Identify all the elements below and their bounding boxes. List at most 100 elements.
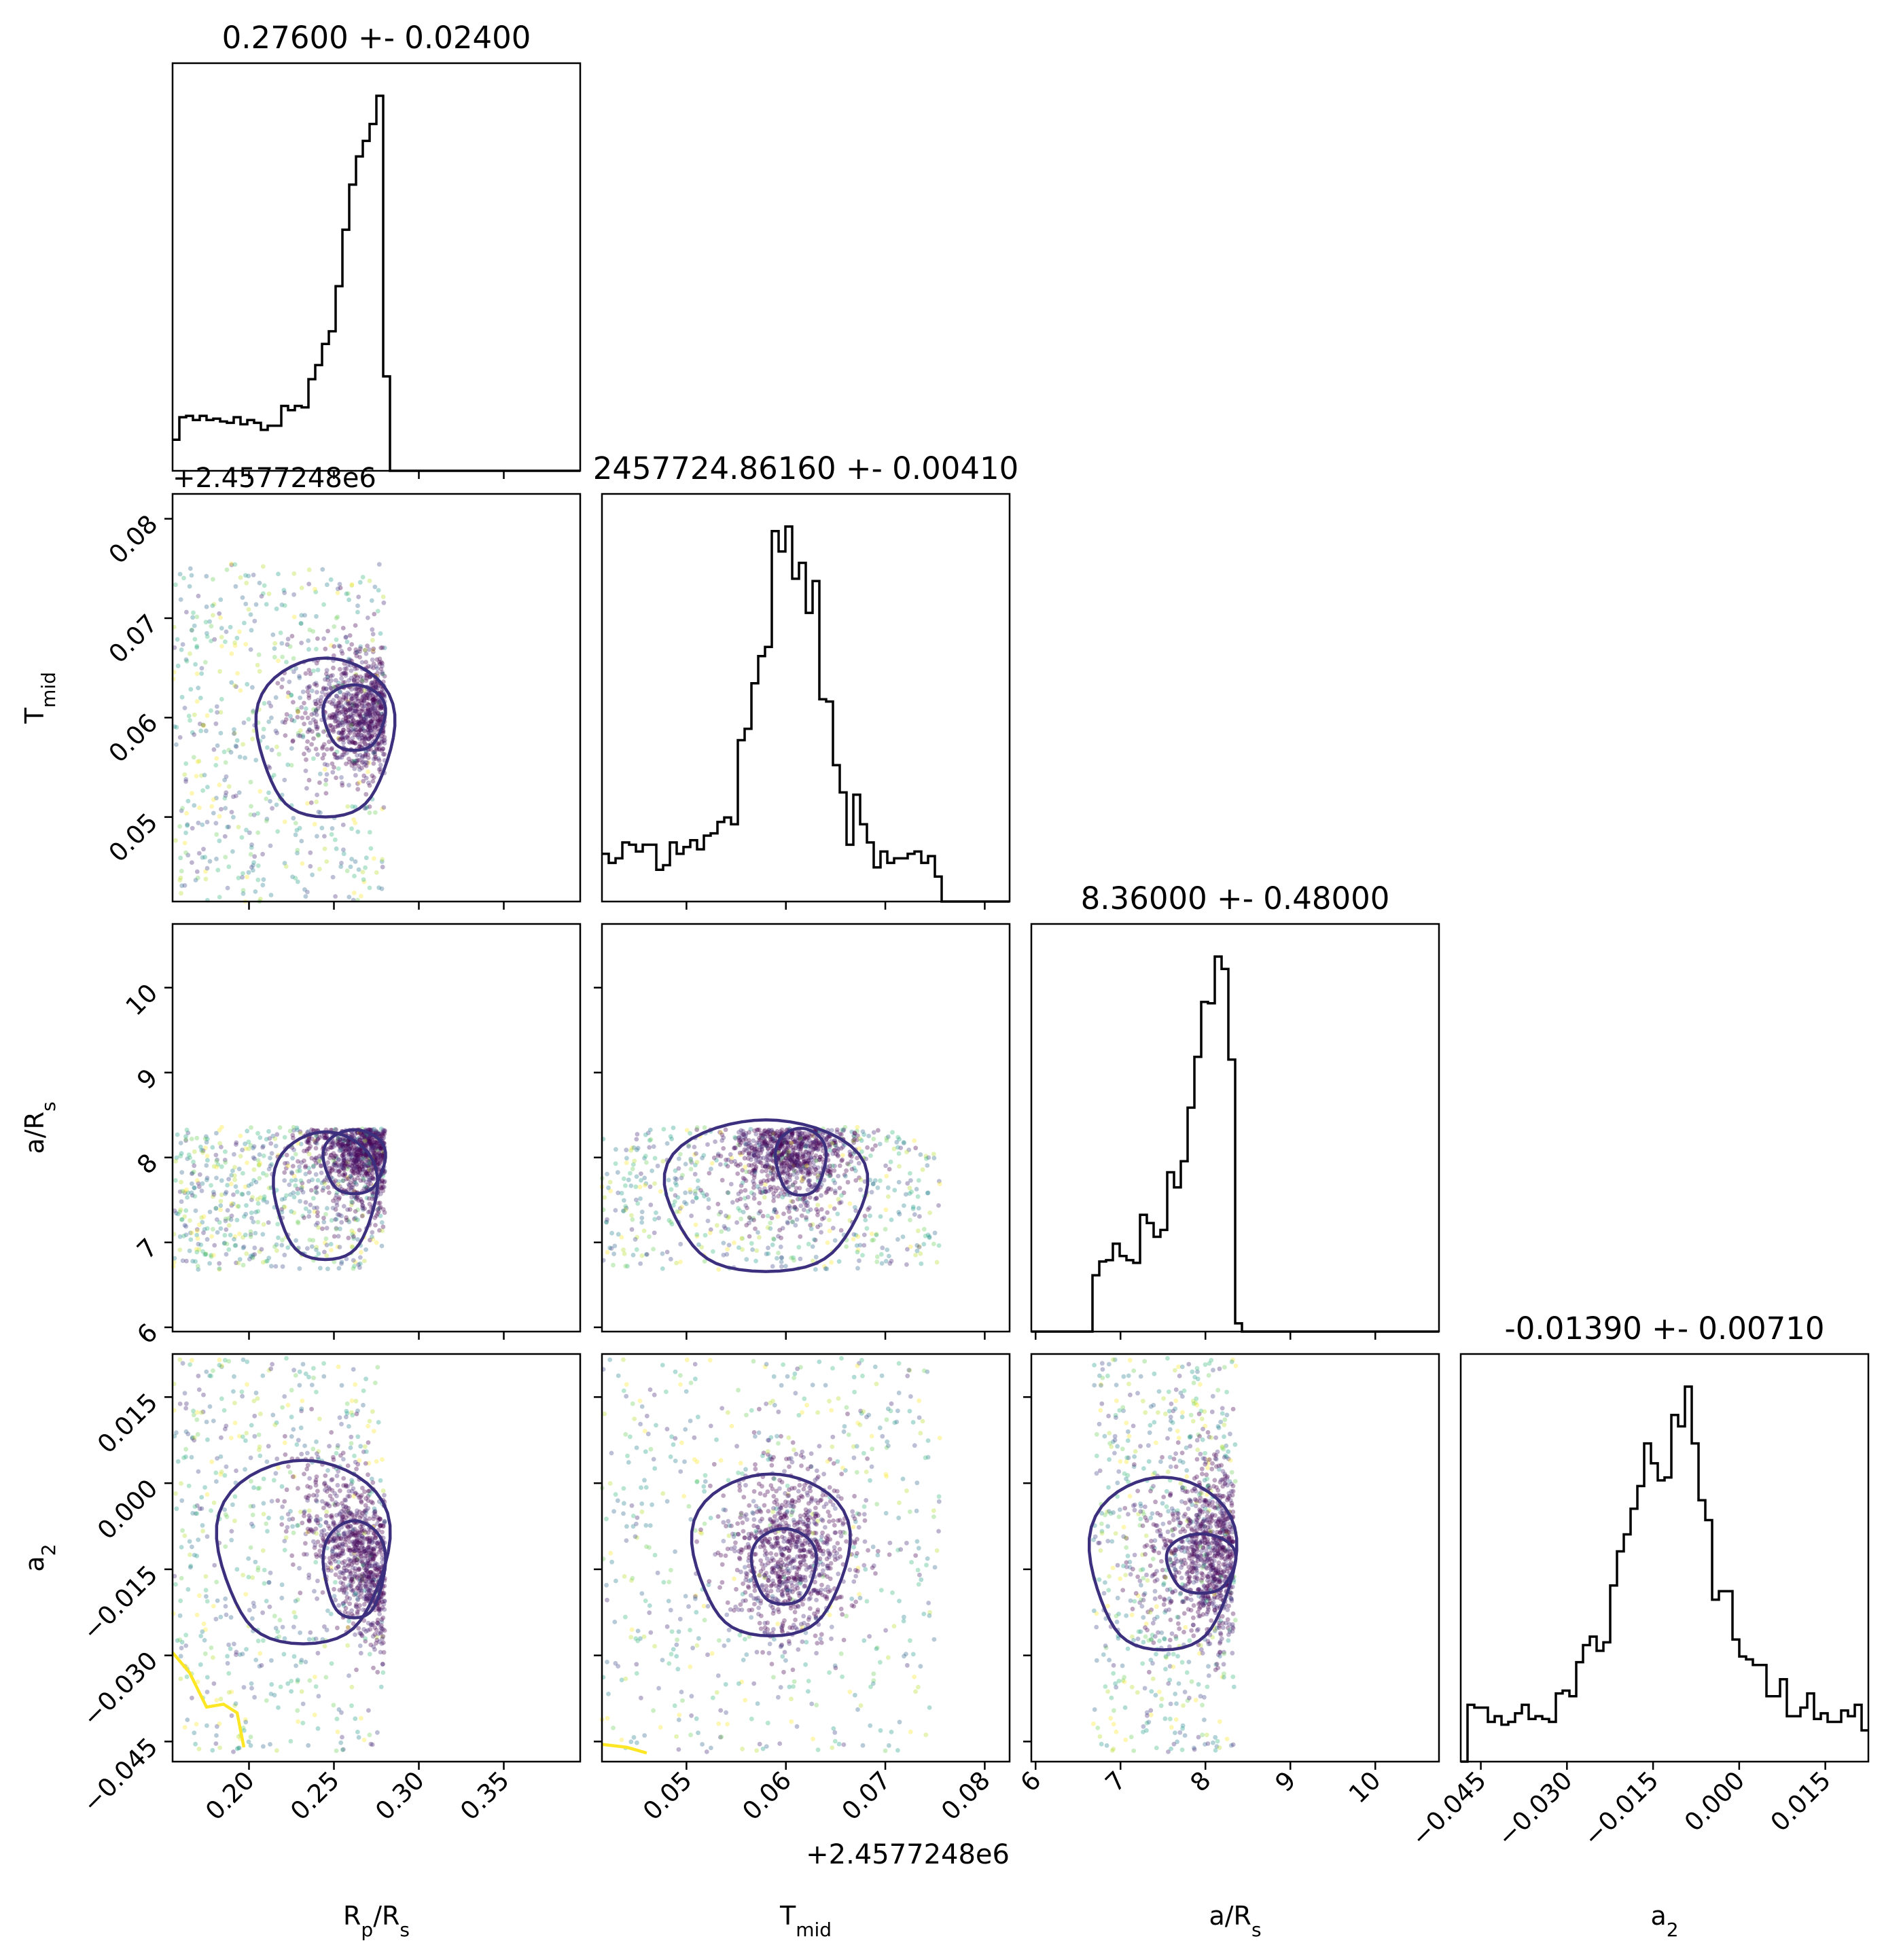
scatter-point — [378, 711, 384, 717]
scatter-point — [352, 874, 357, 878]
scatter-point — [328, 723, 334, 728]
scatter-point — [310, 729, 315, 734]
scatter-point — [255, 863, 261, 868]
scatter-point — [366, 702, 372, 707]
scatter-point — [726, 1157, 731, 1162]
scatter-point — [376, 700, 381, 705]
scatter-point — [629, 1227, 635, 1232]
scatter-point — [711, 1155, 717, 1160]
scatter-point — [345, 690, 350, 696]
scatter-point — [369, 1234, 374, 1239]
scatter-point — [362, 741, 368, 746]
scatter-point — [760, 1190, 766, 1194]
scatter-point — [835, 1211, 840, 1217]
scatter-point — [284, 660, 289, 664]
scatter-point — [347, 633, 353, 638]
scatter-point — [359, 766, 364, 770]
scatter-point — [630, 1217, 635, 1222]
scatter-point — [283, 864, 289, 869]
scatter-point — [244, 580, 249, 586]
scatter-point — [702, 1194, 707, 1199]
scatter-point — [241, 891, 246, 896]
scatter-point — [749, 1148, 755, 1154]
scatter-point — [639, 1215, 645, 1221]
scatter-point — [194, 645, 200, 650]
scatter-point — [641, 1228, 647, 1233]
scatter-point — [904, 1262, 909, 1267]
scatter-point — [354, 650, 359, 655]
scatter-point — [377, 717, 383, 722]
scatter-point — [209, 1234, 215, 1239]
scatter-point — [358, 753, 363, 758]
scatter-point — [184, 1127, 190, 1133]
scatter-point — [379, 740, 385, 745]
scatter-point — [240, 595, 245, 600]
scatter-point — [374, 710, 380, 715]
scatter-point — [639, 1220, 645, 1225]
scatter-point — [766, 1163, 771, 1169]
scatter-point — [378, 703, 383, 709]
scatter-point — [187, 1248, 192, 1253]
scatter-point — [229, 1213, 234, 1218]
scatter-point — [373, 756, 378, 762]
scatter-point — [303, 706, 308, 711]
scatter-point — [367, 647, 372, 652]
scatter-point — [213, 821, 219, 826]
scatter-point — [306, 1179, 311, 1184]
scatter-point — [379, 704, 384, 709]
scatter-point — [832, 1180, 838, 1186]
scatter-point — [353, 1632, 357, 1637]
scatter-point — [313, 1156, 319, 1161]
scatter-point — [787, 1215, 793, 1220]
scatter-point — [367, 1161, 372, 1166]
scatter-point — [344, 666, 349, 672]
scatter-point — [634, 1137, 639, 1142]
scatter-point — [357, 1255, 363, 1260]
scatter-point — [312, 821, 317, 827]
scatter-point — [223, 855, 228, 859]
scatter-point — [313, 698, 318, 704]
scatter-point — [373, 685, 378, 690]
scatter-point — [253, 758, 259, 763]
scatter-point — [706, 1205, 711, 1211]
scatter-point — [344, 734, 350, 740]
scatter-point — [199, 671, 205, 676]
scatter-point — [197, 1172, 202, 1177]
scatter-point — [331, 1151, 336, 1156]
scatter-point — [203, 869, 208, 874]
scatter-point — [313, 721, 319, 726]
scatter-point — [269, 715, 274, 720]
scatter-point — [269, 1151, 274, 1156]
scatter-point — [243, 1467, 247, 1472]
scatter-point — [306, 1152, 312, 1157]
scatter-point — [302, 613, 307, 618]
scatter-point — [334, 713, 339, 718]
scatter-point — [342, 671, 348, 676]
scatter-point — [214, 1733, 219, 1738]
scatter-point — [346, 1235, 351, 1241]
scatter-point — [248, 647, 253, 652]
scatter-point — [341, 847, 346, 853]
scatter-point — [679, 1205, 684, 1209]
scatter-point — [325, 1160, 330, 1165]
scatter-point — [214, 856, 219, 861]
scatter-point — [180, 806, 185, 810]
scatter-point — [268, 799, 272, 804]
scatter-point — [190, 791, 194, 796]
scatter-point — [359, 700, 365, 706]
scatter-point — [378, 645, 384, 650]
scatter-point — [354, 732, 359, 738]
scatter-point — [346, 1219, 352, 1224]
scatter-point — [853, 1178, 859, 1183]
scatter-point — [309, 1383, 315, 1387]
scatter-point — [366, 736, 372, 741]
scatter-point — [174, 742, 179, 747]
scatter-point — [363, 678, 369, 683]
scatter-point — [630, 1166, 635, 1171]
scatter-point — [282, 1178, 287, 1183]
scatter-point — [813, 1139, 818, 1145]
scatter-point — [613, 1161, 618, 1166]
scatter-point — [293, 1599, 298, 1604]
scatter-point — [264, 817, 270, 821]
scatter-point — [768, 1157, 773, 1162]
